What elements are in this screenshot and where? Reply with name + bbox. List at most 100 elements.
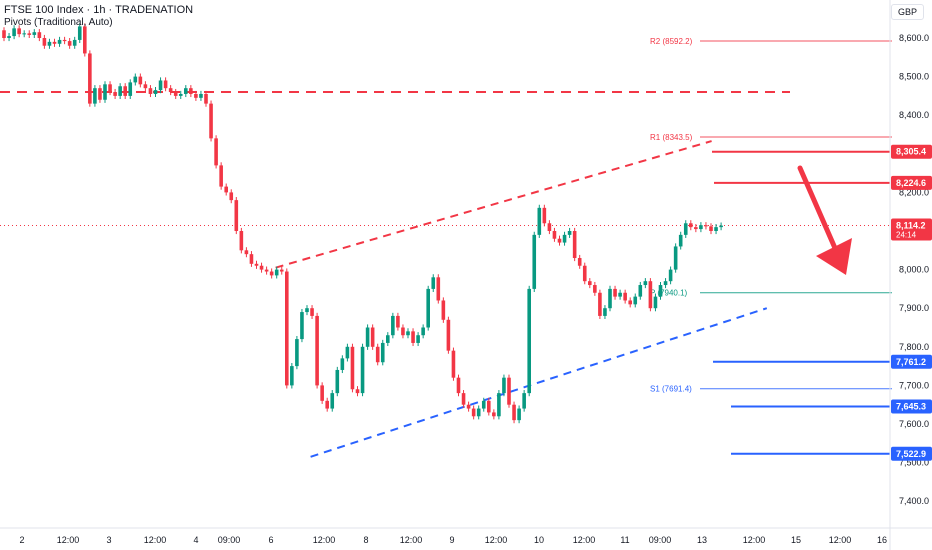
current-price-tag	[891, 218, 932, 241]
currency-badge[interactable]: GBP	[890, 4, 924, 20]
candle-body	[375, 346, 380, 363]
x-tick-label: 09:00	[218, 535, 241, 545]
candle-body	[709, 226, 713, 231]
candle-body	[598, 292, 602, 316]
candle-body	[168, 88, 173, 93]
x-tick-label: 12:00	[144, 535, 167, 545]
candle-body	[557, 238, 562, 243]
candle-body	[77, 26, 82, 40]
candle-body	[673, 246, 678, 270]
candle-body	[355, 389, 360, 394]
candle-body	[133, 76, 138, 83]
candle-body	[704, 225, 708, 227]
candle-body	[214, 138, 218, 166]
x-tick-label: 6	[268, 535, 273, 545]
level-tag	[891, 399, 932, 414]
candle-body	[593, 285, 597, 293]
candle-body	[577, 258, 582, 266]
candle-body	[638, 285, 643, 297]
lower-trend-line	[310, 307, 768, 458]
y-tick-label: 7,800.0	[899, 342, 929, 352]
annotation-layer: R2 (8592.2) R1 (8343.5) P (7940.1) S1 (7691…	[0, 37, 892, 458]
candle-body	[628, 300, 632, 305]
candle-body	[517, 408, 521, 421]
candle-body	[98, 88, 102, 100]
candle-body	[522, 393, 526, 409]
candle-body	[219, 165, 223, 187]
candle-body	[391, 315, 395, 336]
candle-body	[199, 93, 203, 98]
candles-layer	[2, 23, 723, 424]
candle-body	[471, 408, 476, 417]
candle-body	[330, 393, 335, 409]
x-tick-label: 15	[791, 535, 801, 545]
pivot-label: R2 (8592.2)	[650, 37, 693, 46]
candle-body	[365, 327, 370, 347]
candle-body	[189, 88, 193, 94]
candle-body	[138, 76, 143, 85]
candle-body	[663, 281, 668, 286]
candle-body	[163, 80, 168, 89]
x-tick-label: 9	[449, 535, 454, 545]
indicator-label[interactable]: Pivots (Traditional, Auto)	[4, 17, 113, 28]
candle-body	[325, 400, 329, 409]
y-tick-label: 8,400.0	[899, 110, 929, 120]
candle-body	[512, 404, 516, 421]
candle-body	[623, 292, 627, 301]
candle-body	[290, 366, 294, 386]
x-tick-label: 12:00	[573, 535, 596, 545]
y-tick-label: 8,600.0	[899, 33, 929, 43]
candle-body	[178, 93, 183, 96]
candle-body	[93, 88, 97, 104]
candle-body	[108, 84, 112, 93]
candle-body	[224, 186, 228, 193]
candle-body	[345, 346, 350, 359]
y-tick-label: 8,200.0	[899, 187, 929, 197]
x-tick-label: 12:00	[829, 535, 852, 545]
candle-body	[295, 339, 299, 367]
x-tick-label: 4	[193, 535, 198, 545]
candle-body	[239, 231, 244, 251]
candle-body	[466, 404, 471, 409]
candle-body	[209, 103, 213, 139]
candle-body	[249, 254, 254, 264]
candle-body	[259, 265, 264, 270]
candle-body	[537, 207, 542, 235]
candle-body	[648, 281, 653, 309]
candle-body	[42, 38, 47, 46]
candle-body	[2, 30, 6, 38]
candle-body	[335, 369, 340, 394]
level-tag	[891, 144, 932, 159]
candle-body	[572, 231, 577, 259]
candle-body	[62, 39, 67, 42]
candle-body	[340, 358, 345, 370]
candle-body	[658, 285, 663, 297]
candle-body	[421, 327, 425, 336]
x-tick-label: 12:00	[400, 535, 423, 545]
candle-body	[279, 269, 284, 272]
candle-body	[456, 377, 461, 394]
y-tick-label: 8,000.0	[899, 265, 929, 275]
y-tick-label: 7,400.0	[899, 496, 929, 506]
candle-body	[613, 288, 617, 297]
x-tick-label: 12:00	[57, 535, 80, 545]
candle-body	[88, 53, 92, 104]
candle-body	[689, 223, 693, 228]
candle-body	[426, 288, 430, 328]
candle-body	[668, 269, 673, 282]
candle-body	[113, 92, 117, 96]
x-tick-label: 16	[877, 535, 887, 545]
candle-body	[492, 412, 496, 417]
candle-body	[542, 207, 547, 224]
level-tag	[891, 175, 932, 190]
candle-body	[502, 377, 506, 394]
candle-body	[264, 269, 269, 272]
candle-body	[173, 92, 178, 96]
candle-body	[633, 296, 638, 305]
level-tag	[891, 354, 932, 369]
y-tick-label: 7,900.0	[899, 303, 929, 313]
candle-body	[552, 231, 557, 239]
candle-body	[714, 227, 718, 231]
